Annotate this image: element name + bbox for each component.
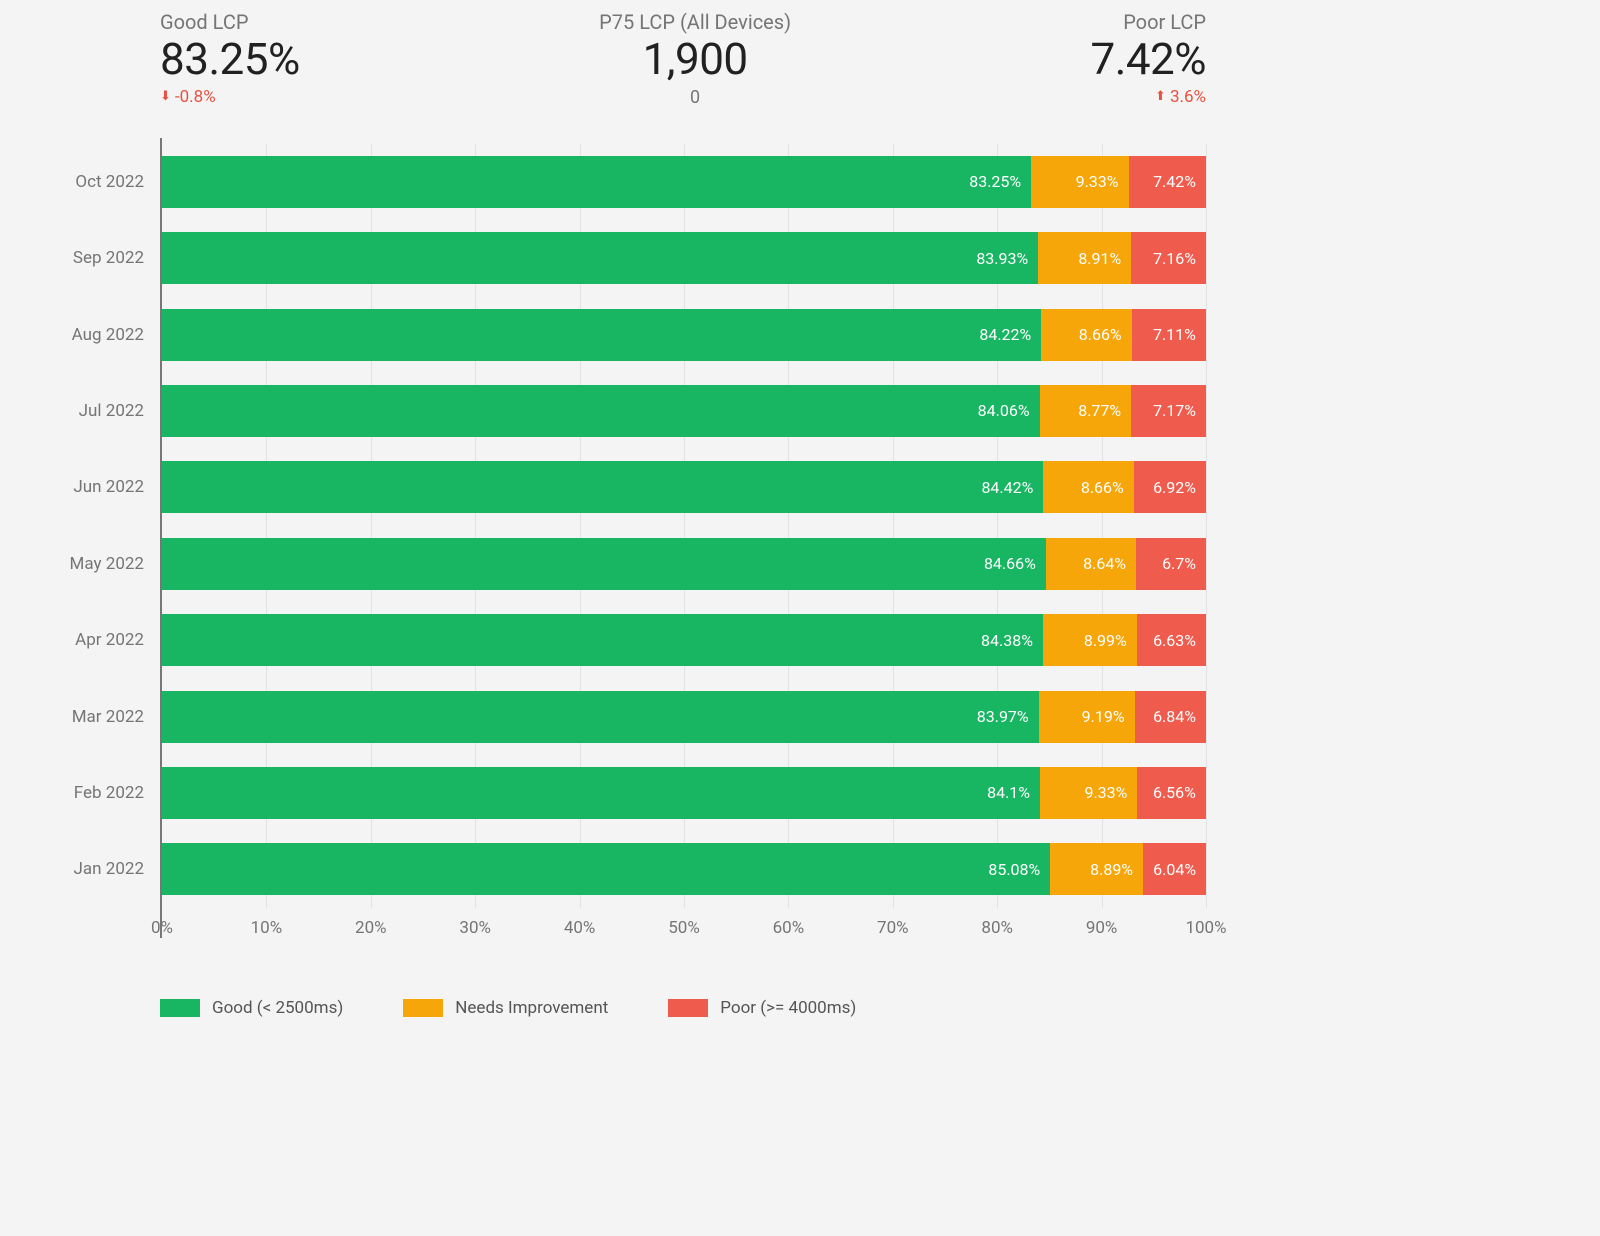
bar-segment-poor: 6.63% bbox=[1137, 614, 1206, 666]
bar-segment-good: 84.06% bbox=[162, 385, 1040, 437]
kpi-delta: ⬆ 3.6% bbox=[1155, 87, 1206, 107]
kpi-label: P75 LCP (All Devices) bbox=[599, 10, 791, 34]
chart-row: May 202284.66%8.64%6.7% bbox=[162, 538, 1206, 590]
kpi-value: 83.25% bbox=[160, 34, 300, 85]
bar-segment-needs: 9.19% bbox=[1039, 691, 1135, 743]
y-tick-label: Sep 2022 bbox=[73, 248, 162, 268]
chart-row: Apr 202284.38%8.99%6.63% bbox=[162, 614, 1206, 666]
bar-segment-poor: 6.92% bbox=[1134, 461, 1206, 513]
x-tick-label: 30% bbox=[459, 918, 491, 938]
bar-segment-poor: 6.84% bbox=[1135, 691, 1206, 743]
x-tick-label: 90% bbox=[1086, 918, 1118, 938]
x-tick-label: 50% bbox=[668, 918, 700, 938]
y-tick-label: Jul 2022 bbox=[79, 401, 162, 421]
bar-segment-needs: 8.77% bbox=[1040, 385, 1132, 437]
gridline bbox=[1206, 144, 1207, 908]
bar-segment-poor: 7.16% bbox=[1131, 232, 1206, 284]
kpi-delta: 0 bbox=[690, 87, 700, 108]
x-tick-label: 0% bbox=[151, 918, 173, 938]
y-tick-label: Oct 2022 bbox=[75, 172, 162, 192]
bar-segment-good: 83.97% bbox=[162, 691, 1039, 743]
x-tick-label: 20% bbox=[355, 918, 387, 938]
legend-item-poor: Poor (>= 4000ms) bbox=[668, 998, 856, 1018]
bar-segment-needs: 9.33% bbox=[1031, 156, 1128, 208]
x-tick-label: 40% bbox=[564, 918, 596, 938]
bar-segment-needs: 8.66% bbox=[1043, 461, 1133, 513]
legend-item-needs: Needs Improvement bbox=[403, 998, 608, 1018]
bar-segment-poor: 6.7% bbox=[1136, 538, 1206, 590]
kpi-good-lcp: Good LCP 83.25% ⬇ -0.8% bbox=[160, 10, 300, 108]
chart-row: Oct 202283.25%9.33%7.42% bbox=[162, 156, 1206, 208]
kpi-value: 7.42% bbox=[1090, 34, 1206, 85]
y-tick-label: Mar 2022 bbox=[72, 707, 162, 727]
chart-row: Jan 202285.08%8.89%6.04% bbox=[162, 843, 1206, 895]
x-tick-label: 80% bbox=[981, 918, 1013, 938]
bar-segment-poor: 6.56% bbox=[1137, 767, 1205, 819]
kpi-delta-value: 3.6% bbox=[1170, 87, 1206, 107]
y-tick-label: Aug 2022 bbox=[72, 325, 162, 345]
chart-row: Sep 202283.93%8.91%7.16% bbox=[162, 232, 1206, 284]
chart-legend: Good (< 2500ms) Needs Improvement Poor (… bbox=[160, 998, 1236, 1018]
bar-segment-needs: 8.99% bbox=[1043, 614, 1137, 666]
legend-item-good: Good (< 2500ms) bbox=[160, 998, 343, 1018]
kpi-delta: ⬇ -0.8% bbox=[160, 87, 216, 107]
bar-segment-needs: 8.91% bbox=[1038, 232, 1131, 284]
arrow-up-icon: ⬆ bbox=[1155, 90, 1166, 103]
legend-swatch-icon bbox=[403, 999, 443, 1017]
kpi-label: Poor LCP bbox=[1123, 10, 1206, 34]
kpi-poor-lcp: Poor LCP 7.42% ⬆ 3.6% bbox=[1090, 10, 1206, 108]
y-tick-label: Feb 2022 bbox=[74, 783, 162, 803]
chart-row: Jun 202284.42%8.66%6.92% bbox=[162, 461, 1206, 513]
bar-segment-needs: 8.66% bbox=[1041, 309, 1131, 361]
kpi-value: 1,900 bbox=[643, 34, 748, 85]
legend-label: Good (< 2500ms) bbox=[212, 998, 343, 1018]
chart-row: Jul 202284.06%8.77%7.17% bbox=[162, 385, 1206, 437]
bar-segment-good: 83.93% bbox=[162, 232, 1038, 284]
chart-plot-area: Oct 202283.25%9.33%7.42% Sep 202283.93%8.… bbox=[162, 144, 1206, 908]
chart-x-axis: 0%10%20%30%40%50%60%70%80%90%100% bbox=[162, 914, 1206, 938]
dashboard-panel: Good LCP 83.25% ⬇ -0.8% P75 LCP (All Dev… bbox=[0, 0, 1236, 1058]
chart-rows: Oct 202283.25%9.33%7.42% Sep 202283.93%8.… bbox=[162, 144, 1206, 908]
bar-segment-poor: 7.17% bbox=[1131, 385, 1206, 437]
legend-swatch-icon bbox=[160, 999, 200, 1017]
bar-segment-poor: 6.04% bbox=[1143, 843, 1206, 895]
kpi-label: Good LCP bbox=[160, 10, 248, 34]
y-tick-label: Jun 2022 bbox=[73, 477, 162, 497]
kpi-delta-value: 0 bbox=[690, 87, 700, 108]
x-tick-label: 70% bbox=[877, 918, 909, 938]
legend-label: Poor (>= 4000ms) bbox=[720, 998, 856, 1018]
kpi-row: Good LCP 83.25% ⬇ -0.8% P75 LCP (All Dev… bbox=[0, 10, 1236, 108]
bar-segment-good: 83.25% bbox=[162, 156, 1031, 208]
bar-segment-poor: 7.42% bbox=[1129, 156, 1206, 208]
chart-row: Feb 202284.1%9.33%6.56% bbox=[162, 767, 1206, 819]
bar-segment-good: 84.66% bbox=[162, 538, 1046, 590]
y-tick-label: May 2022 bbox=[70, 554, 162, 574]
arrow-down-icon: ⬇ bbox=[160, 90, 171, 103]
chart-row: Aug 202284.22%8.66%7.11% bbox=[162, 309, 1206, 361]
bar-segment-good: 84.42% bbox=[162, 461, 1043, 513]
x-tick-label: 100% bbox=[1185, 918, 1226, 938]
lcp-distribution-chart: Oct 202283.25%9.33%7.42% Sep 202283.93%8.… bbox=[160, 138, 1206, 938]
x-tick-label: 10% bbox=[251, 918, 283, 938]
bar-segment-good: 84.38% bbox=[162, 614, 1043, 666]
y-tick-label: Apr 2022 bbox=[75, 630, 162, 650]
legend-label: Needs Improvement bbox=[455, 998, 608, 1018]
kpi-p75-lcp: P75 LCP (All Devices) 1,900 0 bbox=[599, 10, 791, 108]
y-tick-label: Jan 2022 bbox=[74, 859, 162, 879]
bar-segment-needs: 8.64% bbox=[1046, 538, 1136, 590]
bar-segment-needs: 8.89% bbox=[1050, 843, 1143, 895]
legend-swatch-icon bbox=[668, 999, 708, 1017]
bar-segment-good: 84.1% bbox=[162, 767, 1040, 819]
x-tick-label: 60% bbox=[773, 918, 805, 938]
bar-segment-good: 84.22% bbox=[162, 309, 1041, 361]
bar-segment-poor: 7.11% bbox=[1132, 309, 1206, 361]
bar-segment-needs: 9.33% bbox=[1040, 767, 1137, 819]
chart-row: Mar 202283.97%9.19%6.84% bbox=[162, 691, 1206, 743]
bar-segment-good: 85.08% bbox=[162, 843, 1050, 895]
kpi-delta-value: -0.8% bbox=[175, 87, 216, 107]
